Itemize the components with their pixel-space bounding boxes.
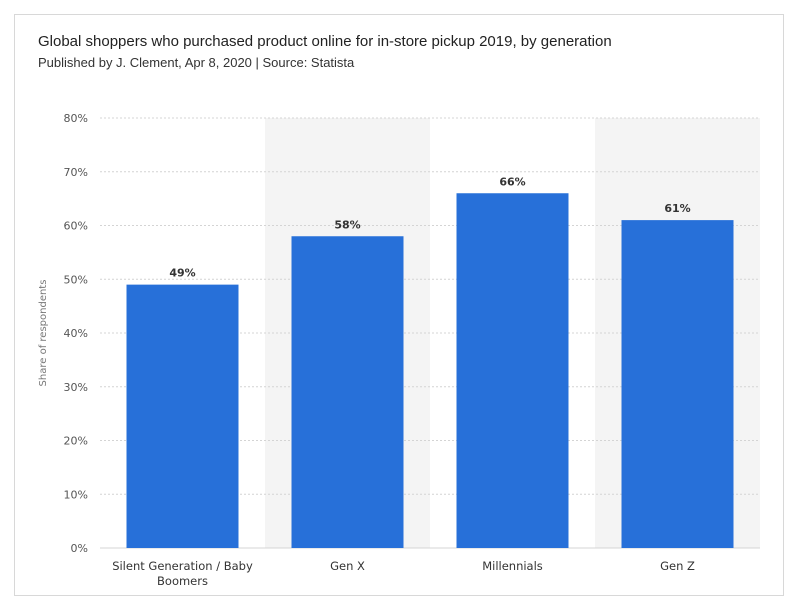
y-axis-label: Share of respondents: [38, 280, 49, 387]
x-tick-label: Gen X: [330, 559, 365, 573]
y-tick-label: 80%: [64, 112, 88, 125]
data-label: 61%: [664, 202, 690, 215]
y-tick-label: 0%: [71, 542, 88, 555]
x-tick-label: Silent Generation / Baby: [112, 559, 253, 573]
data-label: 49%: [169, 267, 195, 280]
bar: [291, 236, 404, 548]
y-tick-label: 50%: [64, 273, 88, 286]
y-tick-label: 10%: [64, 488, 88, 501]
y-tick-label: 20%: [64, 435, 88, 448]
chart-title: Global shoppers who purchased product on…: [38, 33, 612, 50]
y-tick-label: 40%: [64, 327, 88, 340]
y-tick-label: 70%: [64, 166, 88, 179]
data-label: 66%: [499, 175, 525, 188]
x-tick-label: Boomers: [157, 574, 208, 588]
x-tick-label: Millennials: [482, 559, 543, 573]
bar: [456, 193, 569, 548]
data-label: 58%: [334, 218, 360, 231]
chart-subtitle: Published by J. Clement, Apr 8, 2020 | S…: [38, 55, 355, 70]
y-tick-label: 60%: [64, 220, 88, 233]
bar: [621, 220, 734, 548]
x-tick-label: Gen Z: [660, 559, 695, 573]
y-tick-label: 30%: [64, 381, 88, 394]
bar: [126, 284, 239, 548]
